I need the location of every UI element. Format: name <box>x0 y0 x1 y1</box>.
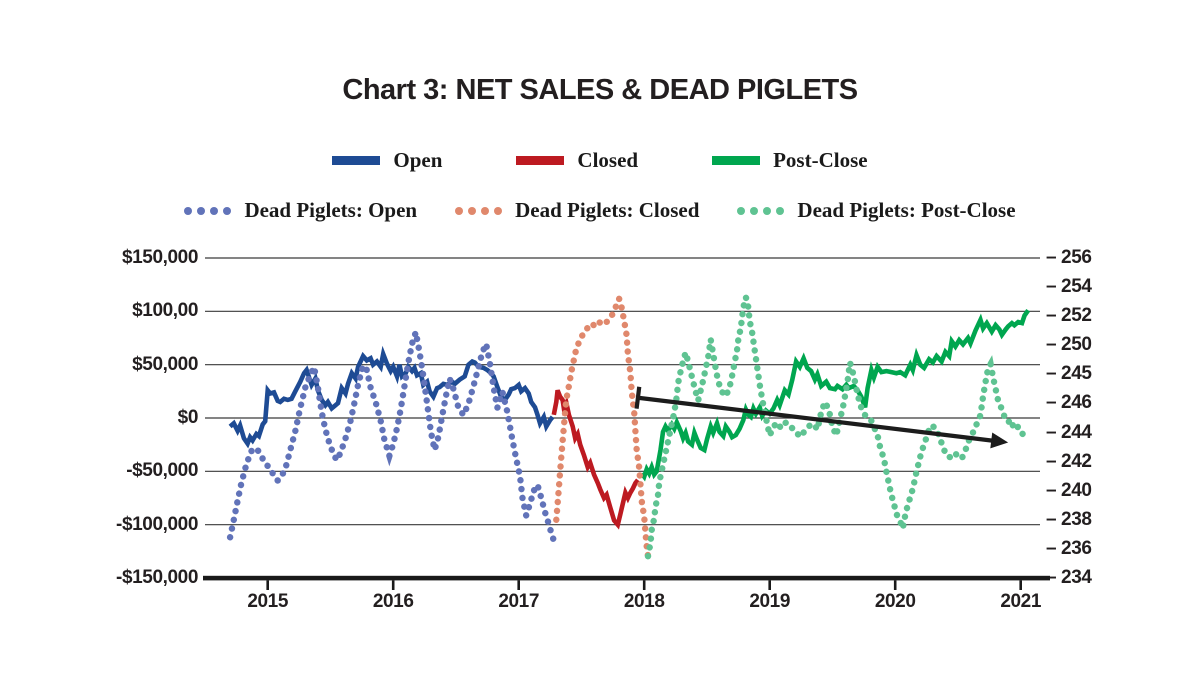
right-axis-tick-label: – 245 <box>1046 363 1092 385</box>
open-line-swatch-icon <box>332 156 381 165</box>
dead-piglets-post-close-dots-icon <box>737 206 785 215</box>
trend-arrow-head-icon <box>990 432 1009 449</box>
legend-item-open: Open <box>332 148 442 173</box>
legend-label-dead-piglets-post-close: Dead Piglets: Post-Close <box>797 198 1016 222</box>
left-axis-tick-label: $0 <box>177 407 199 428</box>
legend-label-dead-piglets-closed: Dead Piglets: Closed <box>515 198 700 222</box>
post-close-line-swatch-icon <box>712 156 761 165</box>
right-axis-tick-label: – 250 <box>1046 334 1092 356</box>
right-axis-tick-label: – 254 <box>1046 276 1092 298</box>
legend-item-dead-piglets-open: Dead Piglets: Open <box>184 198 417 223</box>
left-axis-tick-label: $50,000 <box>132 353 198 375</box>
legend-label-dead-piglets-open: Dead Piglets: Open <box>244 198 418 222</box>
x-axis-tick-label: 2017 <box>498 591 540 612</box>
left-axis-tick-label: $100,00 <box>132 300 198 322</box>
x-axis-tick-label: 2018 <box>623 591 665 612</box>
dead-piglets-open-dots-icon <box>184 206 232 215</box>
x-axis-tick-label: 2016 <box>372 591 414 612</box>
x-axis-tick-label: 2020 <box>874 591 916 612</box>
right-axis-tick-label: – 246 <box>1046 392 1092 414</box>
right-axis-tick-label: – 240 <box>1046 479 1092 501</box>
right-axis-tick-label: – 242 <box>1046 450 1092 472</box>
series-dead-piglets-closed <box>553 289 652 560</box>
legend-item-dead-piglets-post-close: Dead Piglets: Post-Close <box>737 198 1016 223</box>
trend-arrow-shaft <box>637 395 994 443</box>
series-post-close <box>639 308 1031 482</box>
series-dead-piglets-open <box>226 331 559 548</box>
left-axis-tick-label: -$100,000 <box>116 513 198 535</box>
right-axis-tick-label: – 252 <box>1046 305 1092 327</box>
trend-arrow-start-cap <box>634 386 642 409</box>
right-axis-tick-label: – 244 <box>1046 421 1092 443</box>
x-axis-tick-label: 2021 <box>1000 591 1042 612</box>
legend-item-dead-piglets-closed: Dead Piglets: Closed <box>455 198 699 223</box>
x-axis-tick-label: 2019 <box>749 591 791 612</box>
chart-title: Chart 3: NET SALES & DEAD PIGLETS <box>342 74 858 106</box>
closed-line-swatch-icon <box>516 156 565 165</box>
right-axis-tick-label: – 256 <box>1046 247 1092 268</box>
right-axis-tick-label: – 234 <box>1046 567 1092 588</box>
x-axis-tick-label: 2015 <box>247 591 289 612</box>
legend-row-dotted: Dead Piglets: Open Dead Piglets: Closed … <box>0 198 1200 223</box>
left-axis-tick-label: -$150,000 <box>116 566 198 588</box>
legend-label-open: Open <box>393 148 443 172</box>
x-axis-line <box>203 575 1050 581</box>
dead-piglets-closed-dots-icon <box>455 206 503 215</box>
left-axis-tick-label: -$50,000 <box>126 460 198 482</box>
left-axis-tick-label: $150,000 <box>121 247 198 268</box>
legend-row-solid: Open Closed Post-Close <box>0 148 1200 173</box>
right-axis-tick-label: – 236 <box>1046 537 1092 559</box>
legend-item-post-close: Post-Close <box>712 148 868 173</box>
legend-label-closed: Closed <box>577 148 639 172</box>
legend-item-closed: Closed <box>516 148 638 173</box>
legend-label-post-close: Post-Close <box>773 148 868 172</box>
right-axis-tick-label: – 238 <box>1046 508 1092 530</box>
series-closed <box>551 389 640 530</box>
